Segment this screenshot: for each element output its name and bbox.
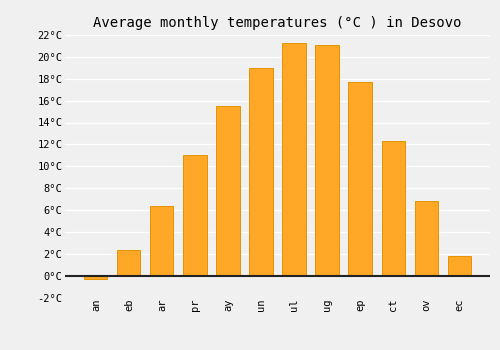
Bar [84,276,108,279]
Bar [150,206,174,276]
Bar [118,251,141,276]
Bar [348,82,372,276]
Bar [382,141,404,276]
Title: Average monthly temperatures (°C ) in Desovo: Average monthly temperatures (°C ) in De… [93,16,462,30]
Bar [414,201,438,276]
Bar [250,68,272,276]
Bar [184,155,206,276]
Bar [282,43,306,276]
Bar [216,106,240,276]
Bar [448,256,470,276]
Bar [316,45,338,276]
